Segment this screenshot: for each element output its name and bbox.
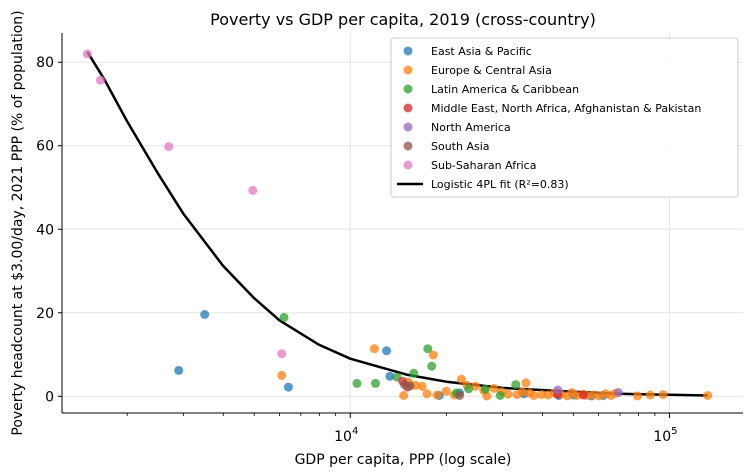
legend-marker: [403, 46, 413, 56]
data-point: [495, 391, 505, 400]
legend-marker: [403, 65, 413, 75]
x-tick-label: 104: [334, 426, 358, 445]
series-6: [82, 49, 287, 359]
data-point: [517, 387, 527, 397]
data-point: [277, 370, 287, 380]
data-point: [399, 391, 409, 400]
data-point: [428, 350, 438, 360]
legend-marker: [403, 103, 413, 113]
axes: [61, 33, 743, 414]
data-point: [423, 344, 433, 354]
legend-marker: [403, 84, 413, 94]
data-point: [613, 388, 623, 397]
data-point: [417, 381, 427, 391]
data-point: [489, 383, 499, 393]
data-point: [480, 384, 490, 394]
series-4: [553, 385, 623, 397]
data-point: [503, 389, 513, 399]
data-point: [427, 361, 437, 371]
legend-label: Logistic 4PL fit (R²=0.83): [431, 178, 569, 191]
data-point: [422, 389, 432, 399]
legend: East Asia & Pacific Europe & Central Asia…: [390, 37, 739, 198]
series-5: [400, 380, 465, 400]
series-2: [279, 312, 521, 400]
data-point: [352, 378, 362, 388]
chart-title: Poverty vs GDP per capita, 2019 (cross-c…: [210, 10, 596, 29]
data-point: [283, 382, 293, 392]
data-point: [409, 368, 419, 378]
data-point: [578, 390, 588, 400]
data-point: [371, 378, 380, 388]
data-point: [482, 391, 492, 401]
legend-label: North America: [431, 121, 511, 134]
x-axis-label: GDP per capita, PPP (log scale): [295, 452, 512, 468]
legend-marker: [403, 160, 413, 170]
legend-label: Middle East, North Africa, Afghanistan &…: [431, 102, 701, 115]
x-tick-label: 105: [653, 426, 677, 445]
y-tick-label: 80: [36, 55, 54, 71]
data-point: [432, 390, 442, 400]
legend-box: [390, 37, 739, 198]
data-point: [200, 310, 210, 319]
legend-label: Europe & Central Asia: [431, 64, 552, 77]
data-point: [553, 385, 563, 395]
data-point: [405, 381, 415, 391]
y-tick-label: 0: [45, 389, 54, 405]
data-point: [537, 390, 547, 400]
data-point: [471, 381, 481, 391]
data-point: [164, 142, 174, 152]
series-1: [277, 344, 713, 401]
data-point: [464, 384, 474, 394]
data-point: [248, 185, 258, 195]
data-point: [521, 378, 531, 388]
data-point: [455, 391, 465, 400]
legend-marker: [403, 141, 413, 151]
data-point: [703, 391, 713, 400]
data-point: [382, 346, 392, 356]
data-point: [658, 390, 668, 400]
data-point: [277, 349, 287, 359]
data-point: [369, 344, 379, 354]
legend-label: Sub-Saharan Africa: [431, 159, 536, 172]
y-tick-label: 60: [36, 139, 54, 155]
y-tick-label: 40: [36, 222, 54, 238]
data-point: [456, 374, 466, 384]
data-point: [82, 49, 92, 59]
legend-marker: [403, 122, 413, 132]
series-0: [174, 310, 608, 401]
legend-label: Latin America & Caribbean: [431, 83, 579, 96]
legend-label: East Asia & Pacific: [431, 45, 532, 58]
data-point: [529, 391, 539, 400]
data-point: [96, 75, 105, 85]
data-point: [279, 312, 289, 322]
data-points: [82, 49, 713, 401]
data-point: [174, 365, 184, 375]
data-point: [633, 391, 642, 401]
data-point: [511, 380, 521, 390]
data-point: [385, 371, 395, 381]
data-point: [645, 390, 655, 400]
y-tick-label: 20: [36, 306, 54, 322]
data-point: [441, 386, 451, 396]
legend-label: South Asia: [431, 140, 490, 153]
y-axis-label: Poverty headcount at $3.00/day, 2021 PPP…: [10, 10, 26, 435]
